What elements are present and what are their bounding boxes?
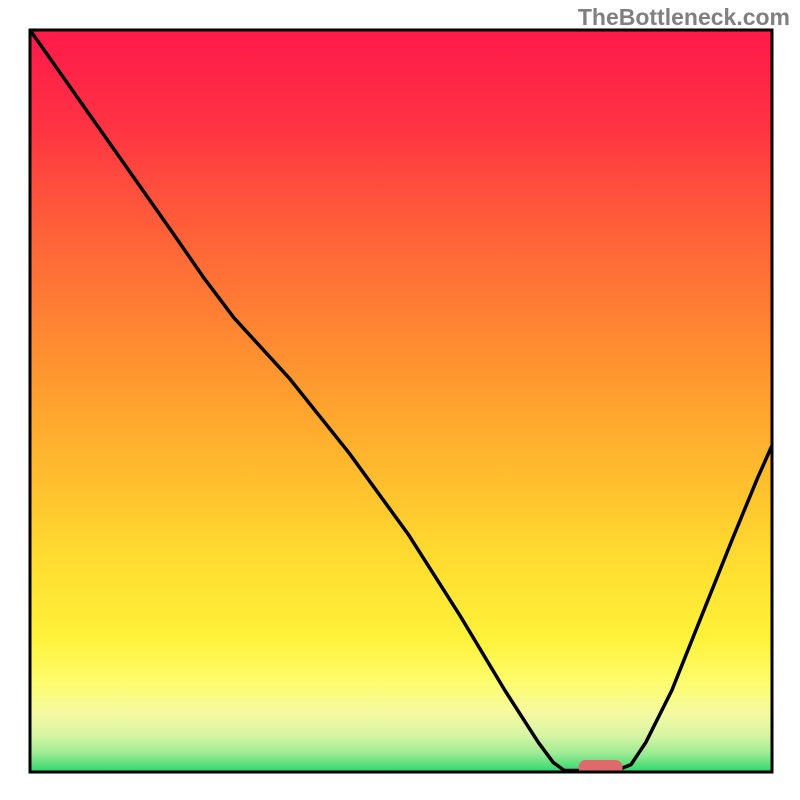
bottleneck-chart <box>0 0 800 800</box>
plot-background <box>30 30 772 772</box>
